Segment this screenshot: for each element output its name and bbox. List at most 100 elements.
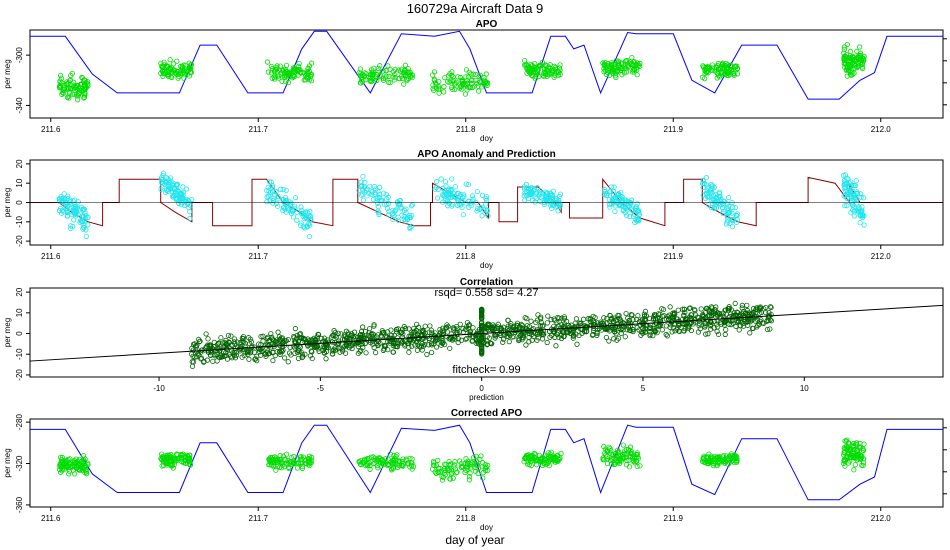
data-point (440, 192, 447, 199)
data-point (383, 67, 389, 74)
data-point (485, 321, 491, 327)
data-point (288, 458, 294, 465)
data-point (463, 181, 469, 187)
data-point (368, 191, 375, 197)
panel-anomaly: APO Anomaly and Prediction 211.6 211.7 211.… (3, 149, 944, 270)
data-point (709, 190, 715, 196)
data-point (66, 471, 72, 477)
data-point (521, 459, 527, 465)
data-point (78, 458, 85, 465)
data-point (841, 452, 847, 458)
data-point (449, 470, 455, 476)
data-point (182, 458, 188, 464)
data-point (370, 196, 377, 203)
data-point (406, 75, 412, 82)
data-point (448, 187, 454, 193)
data-point (80, 226, 86, 232)
data-point (590, 328, 597, 334)
data-point (851, 55, 857, 61)
data-point (734, 211, 740, 217)
data-point (474, 188, 480, 195)
data-point (556, 65, 562, 71)
data-point (466, 477, 472, 483)
data-point (60, 195, 66, 202)
data-point (159, 463, 165, 469)
data-point (471, 454, 477, 460)
data-point (187, 462, 194, 468)
data-point (370, 75, 376, 82)
data-point (728, 459, 734, 465)
data-point (251, 349, 257, 355)
data-point (558, 450, 564, 456)
data-point (642, 326, 648, 332)
data-point (541, 331, 547, 337)
data-point (393, 207, 399, 213)
data-point (275, 203, 281, 209)
data-point (442, 187, 448, 194)
data-point (470, 196, 476, 202)
data-point (452, 184, 458, 190)
data-point (399, 212, 405, 218)
data-point (264, 59, 271, 65)
data-point (66, 93, 72, 99)
data-point (556, 318, 562, 325)
x-tick-label: 10 (800, 384, 809, 393)
data-point (475, 83, 481, 89)
data-point (610, 452, 616, 458)
data-point (275, 193, 281, 199)
y-tick-label: 0 (15, 331, 24, 336)
data-point (618, 317, 624, 323)
data-point (407, 215, 413, 221)
data-point (604, 453, 610, 459)
data-point (860, 56, 866, 62)
data-point (212, 353, 218, 359)
data-point (174, 197, 180, 203)
data-point (610, 61, 617, 67)
altitude-line (30, 30, 943, 100)
data-point (647, 331, 653, 337)
data-point (469, 338, 475, 344)
data-point (278, 460, 284, 466)
data-point (337, 349, 343, 355)
data-point (458, 464, 464, 471)
data-point (67, 77, 74, 83)
data-point (729, 210, 735, 216)
data-point (522, 455, 528, 462)
data-point (637, 463, 643, 469)
y-tick-label: -320 (15, 455, 24, 472)
data-point (187, 215, 193, 222)
data-point (544, 320, 550, 326)
data-point (270, 200, 276, 206)
data-point (276, 67, 283, 73)
y-axis-label: per meg (3, 448, 12, 477)
data-point (256, 341, 262, 347)
data-point (364, 186, 370, 192)
data-point (454, 326, 460, 332)
data-point (513, 327, 519, 333)
data-point (305, 459, 311, 465)
data-point (714, 199, 720, 205)
data-point (764, 326, 771, 333)
data-point (841, 54, 847, 61)
data-point (484, 207, 490, 213)
data-point (728, 453, 735, 459)
data-point (365, 462, 371, 468)
data-point (691, 306, 698, 313)
data-point (570, 335, 576, 341)
data-point (169, 69, 175, 75)
y-axis-label: per meg (3, 59, 12, 88)
data-point (460, 212, 466, 218)
data-point (557, 202, 564, 209)
data-point (505, 328, 511, 334)
data-point (356, 459, 363, 465)
data-point (859, 462, 865, 468)
data-point (853, 440, 859, 446)
data-point (843, 438, 849, 444)
data-point (210, 358, 216, 364)
data-point (729, 224, 735, 230)
data-point (297, 331, 303, 337)
data-point (338, 331, 344, 337)
data-point (75, 211, 81, 217)
data-point (359, 182, 365, 189)
data-point (540, 462, 546, 469)
